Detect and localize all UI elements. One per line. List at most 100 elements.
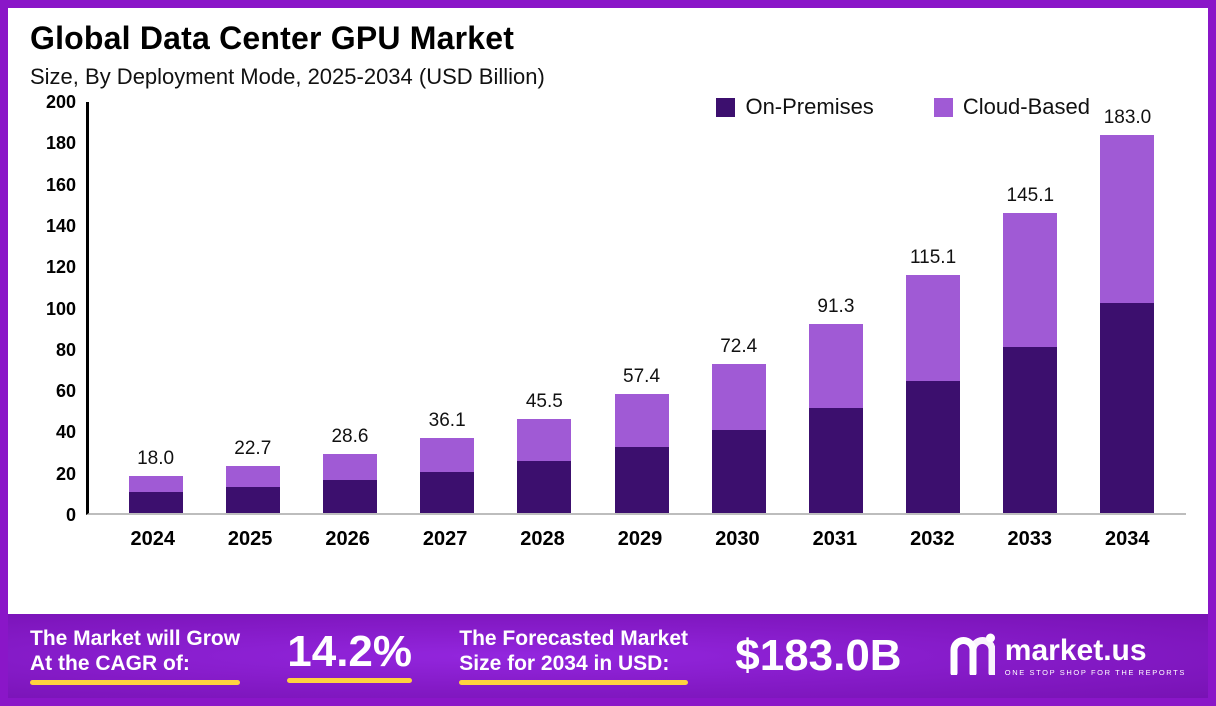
legend-item: Cloud-Based <box>933 94 1090 120</box>
forecast-label-underline <box>459 680 688 686</box>
y-tick-label: 100 <box>45 298 76 319</box>
x-tick-label: 2028 <box>520 527 565 550</box>
bar-value-label: 91.3 <box>817 296 855 318</box>
plot-and-xaxis: On-Premises Cloud-Based 18.0 22.7 28.6 36.1 4… <box>86 94 1186 563</box>
bar-segment-on-premises <box>1003 346 1058 513</box>
chart-subtitle: Size, By Deployment Mode, 2025-2034 (USD… <box>30 64 545 89</box>
bar-value-label: 22.7 <box>234 438 272 460</box>
cagr-value: 14.2% <box>287 626 413 676</box>
y-tick-label: 80 <box>55 339 76 360</box>
bar-value-label: 36.1 <box>428 410 466 432</box>
bar-value-label: 72.4 <box>720 335 758 357</box>
stacked-bar <box>225 466 280 513</box>
stacked-bar <box>808 324 863 513</box>
bar-segment-cloud-based <box>225 466 280 487</box>
bar-value-label: 115.1 <box>910 247 957 269</box>
bar-segment-cloud-based <box>1003 213 1058 347</box>
stacked-bar <box>420 438 475 513</box>
forecast-label-block: The Forecasted Market Size for 2034 in U… <box>459 627 688 686</box>
footer-banner: The Market will Grow At the CAGR of: 14.… <box>8 614 1208 698</box>
bar-segment-on-premises <box>128 492 183 513</box>
stacked-bar <box>322 453 377 513</box>
bar-segment-cloud-based <box>1100 135 1155 304</box>
bar-segment-on-premises <box>808 408 863 513</box>
stacked-bar <box>711 363 766 513</box>
marketus-logo-icon <box>949 633 996 680</box>
y-tick-label: 0 <box>65 505 76 525</box>
bar-segment-on-premises <box>322 480 377 513</box>
bar-column: 45.5 <box>496 391 593 513</box>
bar-segment-on-premises <box>614 447 669 513</box>
bar-segment-on-premises <box>906 381 961 513</box>
bar-column: 183.0 <box>1079 107 1176 513</box>
y-tick-label: 140 <box>45 215 76 236</box>
bar-value-label: 28.6 <box>331 425 369 447</box>
stacked-bar <box>1003 213 1058 513</box>
bar-value-label: 183.0 <box>1103 107 1152 129</box>
legend-swatch <box>933 97 953 117</box>
bar-column: 57.4 <box>593 366 690 513</box>
plot-row: 0 20 40 60 80 100 120 140 160 180 200 On-Premises C… <box>30 92 1186 563</box>
y-tick-label: 40 <box>55 422 76 443</box>
y-tick-label: 200 <box>45 92 76 112</box>
bar-segment-cloud-based <box>420 438 475 472</box>
bar-segment-on-premises <box>1100 303 1155 513</box>
stacked-bar-chart: 0 20 40 60 80 100 120 140 160 180 200 On-Premises C… <box>30 92 1186 614</box>
marketus-logo: market.us ONE STOP SHOP FOR THE REPORTS <box>949 633 1186 680</box>
legend-label: On-Premises <box>745 94 874 119</box>
bar-column: 145.1 <box>982 185 1079 513</box>
forecast-label-line2: Size for 2034 in USD: <box>459 651 670 675</box>
bar-value-label: 18.0 <box>137 447 175 469</box>
forecast-label-line1: The Forecasted Market <box>459 626 688 650</box>
logo-name: market.us <box>1004 633 1147 667</box>
chart-panel: Global Data Center GPU Market Size, By D… <box>8 8 1208 614</box>
x-tick-label: 2024 <box>130 527 175 550</box>
stacked-bar <box>906 275 961 513</box>
cagr-label-underline <box>30 680 241 686</box>
y-tick-label: 160 <box>45 174 76 195</box>
plot-area: On-Premises Cloud-Based 18.0 22.7 28.6 36.1 4… <box>86 94 1186 515</box>
cagr-label-block: The Market will Grow At the CAGR of: <box>30 626 241 686</box>
bar-segment-cloud-based <box>322 453 377 481</box>
y-tick-label: 20 <box>55 463 76 484</box>
y-axis: 0 20 40 60 80 100 120 140 160 180 200 <box>30 92 86 525</box>
forecast-value: $183.0B <box>735 631 902 680</box>
cagr-value-underline <box>287 677 413 683</box>
bar-column: 91.3 <box>787 296 884 513</box>
stacked-bar <box>128 475 183 513</box>
x-tick-label: 2033 <box>1007 527 1053 550</box>
logo-text: market.us ONE STOP SHOP FOR THE REPORTS <box>1005 635 1186 678</box>
cagr-label-line2: At the CAGR of: <box>30 651 190 675</box>
bar-segment-cloud-based <box>711 363 766 430</box>
bar-segment-cloud-based <box>808 324 863 409</box>
x-tick-label: 2027 <box>422 527 468 550</box>
bar-column: 22.7 <box>204 438 301 513</box>
y-tick-label: 60 <box>55 381 76 402</box>
bar-value-label: 145.1 <box>1006 185 1055 207</box>
bar-segment-cloud-based <box>614 394 669 448</box>
stacked-bar <box>517 419 572 513</box>
bar-value-label: 57.4 <box>623 366 661 388</box>
bar-column: 115.1 <box>885 247 982 513</box>
bar-column: 28.6 <box>301 426 398 513</box>
x-tick-label: 2030 <box>715 527 760 550</box>
logo-tagline: ONE STOP SHOP FOR THE REPORTS <box>1004 668 1186 678</box>
x-tick-label: 2026 <box>325 527 370 550</box>
legend-label: Cloud-Based <box>962 94 1090 119</box>
bar-column: 36.1 <box>399 410 496 513</box>
y-tick-label: 120 <box>45 257 76 278</box>
bar-segment-on-premises <box>711 430 766 513</box>
stacked-bar <box>614 394 669 513</box>
x-tick-label: 2025 <box>227 527 273 550</box>
legend-item: On-Premises <box>716 94 874 120</box>
stacked-bar <box>1100 135 1155 513</box>
bar-segment-on-premises <box>517 460 572 513</box>
x-tick-label: 2031 <box>812 527 858 550</box>
x-tick-label: 2029 <box>617 527 663 550</box>
bar-segment-cloud-based <box>128 475 183 493</box>
cagr-label-line1: The Market will Grow <box>30 626 241 650</box>
bar-column: 72.4 <box>690 336 787 513</box>
y-tick-label: 180 <box>45 133 76 154</box>
bar-value-label: 45.5 <box>525 391 563 413</box>
